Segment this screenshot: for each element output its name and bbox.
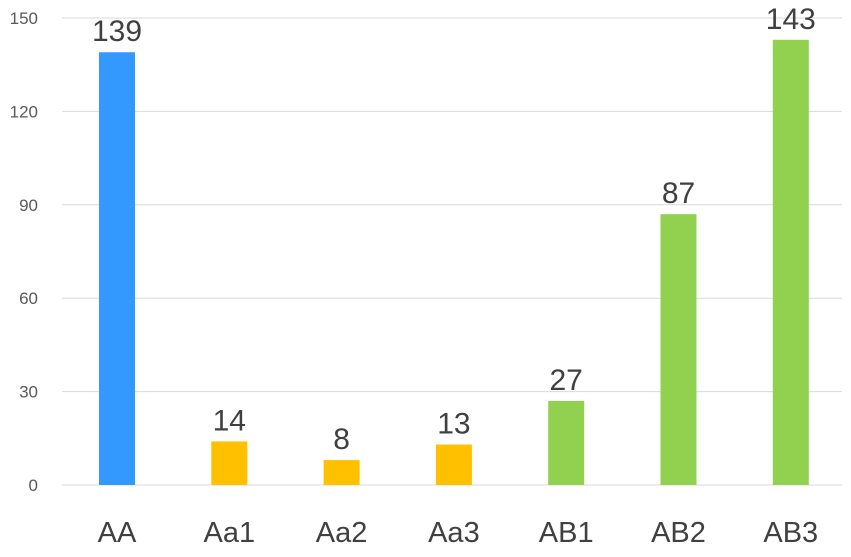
- category-label-AB1: AB1: [539, 517, 594, 549]
- y-tick-label: 120: [10, 102, 38, 121]
- y-tick-label: 60: [19, 289, 38, 308]
- y-tick-label: 90: [19, 196, 38, 215]
- data-label-AA: 139: [92, 15, 142, 48]
- category-label-AA: AA: [98, 517, 137, 549]
- data-labels: 139 14 8 13 27 87 143: [92, 3, 816, 456]
- data-label-AB2: 87: [662, 177, 695, 210]
- data-label-Aa1: 14: [213, 404, 246, 437]
- category-label-Aa2: Aa2: [316, 517, 368, 549]
- bar-AB1: [548, 400, 585, 485]
- y-tick-label: 30: [19, 383, 38, 402]
- data-label-AB1: 27: [550, 364, 583, 397]
- category-label-AB2: AB2: [651, 517, 706, 549]
- bar-AA: [99, 52, 135, 485]
- category-label-Aa3: Aa3: [428, 517, 480, 549]
- x-axis-category-labels: AA Aa1 Aa2 Aa3 AB1 AB2 AB3: [98, 517, 819, 549]
- grid-lines: [62, 17, 842, 486]
- category-label-Aa1: Aa1: [203, 517, 255, 549]
- bar-AB3: [772, 39, 809, 485]
- data-label-Aa3: 13: [437, 408, 470, 441]
- bars: [99, 39, 809, 485]
- bar-AB2: [660, 214, 697, 485]
- bar-Aa2: [323, 460, 360, 485]
- y-axis-tick-labels: 0 30 60 90 120 150: [10, 9, 38, 495]
- data-label-Aa2: 8: [333, 423, 350, 456]
- y-tick-label: 0: [29, 476, 38, 495]
- data-label-AB3: 143: [766, 3, 816, 36]
- category-label-AB3: AB3: [763, 517, 818, 549]
- bar-Aa3: [435, 444, 472, 485]
- y-tick-label: 150: [10, 9, 38, 28]
- bar-Aa1: [211, 441, 248, 485]
